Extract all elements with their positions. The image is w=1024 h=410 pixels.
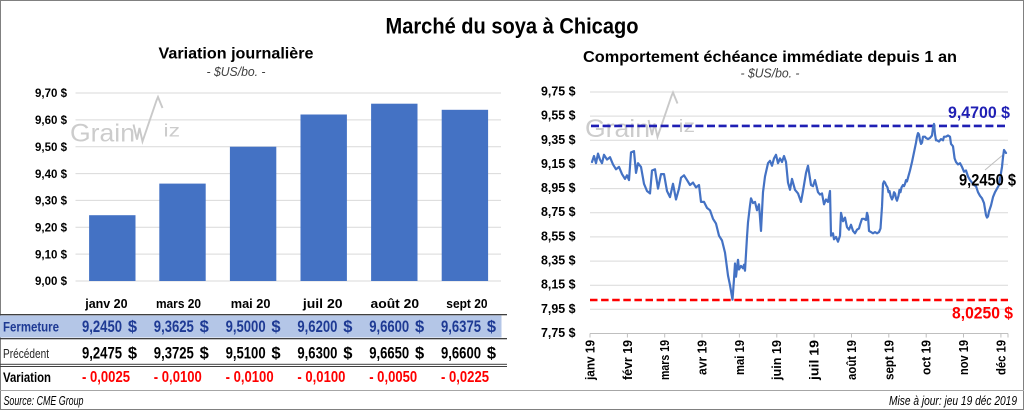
svg-text:janv 20: janv 20 [84, 297, 127, 311]
svg-text:9,35 $: 9,35 $ [541, 133, 576, 147]
svg-text:- 0,0050: - 0,0050 [369, 369, 417, 386]
svg-text:Source: CME Group: Source: CME Group [4, 394, 84, 408]
svg-text:Mise à jour: jeu 19 déc 2019: Mise à jour: jeu 19 déc 2019 [889, 394, 1017, 408]
svg-text:9,6375: 9,6375 [441, 318, 481, 336]
svg-text:7,95 $: 7,95 $ [541, 302, 576, 316]
svg-text:déc 19: déc 19 [994, 340, 1008, 375]
svg-text:9,00 $: 9,00 $ [35, 276, 68, 288]
svg-text:mai 19: mai 19 [733, 340, 747, 375]
svg-text:$: $ [343, 318, 352, 336]
svg-text:Comportement échéance immédiat: Comportement échéance immédiate depuis 1… [583, 49, 957, 66]
svg-text:- $US/bo. -: - $US/bo. - [207, 65, 266, 79]
svg-text:Marché du soya à Chicago: Marché du soya à Chicago [386, 14, 639, 39]
svg-text:9,4700 $: 9,4700 $ [948, 104, 1010, 122]
svg-text:$: $ [343, 345, 352, 363]
svg-text:- 0,0100: - 0,0100 [297, 369, 345, 386]
svg-text:9,6300: 9,6300 [297, 345, 337, 363]
svg-text:Variation journalière: Variation journalière [159, 46, 314, 63]
svg-text:Grain: Grain [585, 115, 650, 143]
svg-text:Grain: Grain [70, 120, 135, 148]
svg-text:iz: iz [164, 121, 181, 141]
svg-text:- 0,0025: - 0,0025 [82, 369, 130, 386]
svg-text:juil 19: juil 19 [808, 340, 822, 381]
svg-text:9,6600: 9,6600 [441, 345, 481, 363]
svg-text:$: $ [415, 318, 424, 336]
svg-text:9,5100: 9,5100 [226, 345, 266, 363]
svg-text:- 0,0100: - 0,0100 [226, 369, 274, 386]
svg-text:9,70 $: 9,70 $ [35, 88, 68, 100]
svg-text:9,6650: 9,6650 [369, 345, 409, 363]
svg-text:9,15 $: 9,15 $ [541, 157, 576, 171]
svg-text:8,15 $: 8,15 $ [541, 278, 576, 292]
svg-text:Variation: Variation [3, 369, 51, 385]
svg-text:9,60 $: 9,60 $ [35, 115, 68, 127]
svg-text:$: $ [200, 318, 209, 336]
svg-text:9,20 $: 9,20 $ [35, 223, 68, 235]
svg-text:- $US/bo. -: - $US/bo. - [741, 67, 800, 81]
svg-text:- 0,0100: - 0,0100 [154, 369, 202, 386]
svg-text:9,30 $: 9,30 $ [35, 196, 68, 208]
svg-text:9,3725: 9,3725 [154, 345, 194, 363]
svg-text:$: $ [200, 345, 209, 363]
svg-text:$: $ [487, 318, 496, 336]
svg-text:9,55 $: 9,55 $ [541, 109, 576, 123]
svg-text:9,10 $: 9,10 $ [35, 249, 68, 261]
svg-text:8,75 $: 8,75 $ [541, 205, 576, 219]
svg-text:sept 19: sept 19 [882, 340, 896, 380]
svg-text:$: $ [128, 318, 137, 336]
svg-text:août 20: août 20 [371, 297, 420, 311]
svg-text:8,95 $: 8,95 $ [541, 181, 576, 195]
svg-text:Précédent: Précédent [3, 347, 49, 361]
svg-text:9,75 $: 9,75 $ [541, 85, 576, 99]
svg-text:$: $ [487, 345, 496, 363]
svg-text:sept 20: sept 20 [446, 297, 487, 311]
svg-text:$: $ [271, 318, 280, 336]
svg-text:févr 19: févr 19 [621, 340, 635, 380]
svg-text:9,3625: 9,3625 [154, 318, 194, 336]
svg-text:9,6600: 9,6600 [369, 318, 409, 336]
svg-text:Fermeture: Fermeture [3, 320, 59, 335]
svg-text:juin 19: juin 19 [770, 340, 784, 381]
svg-text:oct 19: oct 19 [920, 340, 934, 375]
svg-text:9,40 $: 9,40 $ [35, 169, 68, 181]
svg-text:8,55 $: 8,55 $ [541, 229, 576, 243]
svg-text:$: $ [415, 345, 424, 363]
svg-text:8,0250 $: 8,0250 $ [952, 305, 1013, 323]
svg-text:nov 19: nov 19 [957, 340, 971, 375]
svg-text:août 19: août 19 [845, 340, 859, 380]
svg-text:8,35 $: 8,35 $ [541, 254, 576, 268]
svg-text:mai 20: mai 20 [231, 297, 271, 311]
svg-text:9,6200: 9,6200 [297, 318, 337, 336]
svg-text:juil 20: juil 20 [302, 297, 343, 311]
svg-text:9,50 $: 9,50 $ [35, 142, 68, 154]
svg-text:mars 19: mars 19 [658, 340, 672, 380]
svg-text:mars 20: mars 20 [156, 297, 201, 311]
svg-text:9,2450 $: 9,2450 $ [959, 172, 1016, 190]
svg-text:janv 19: janv 19 [584, 340, 598, 381]
svg-text:9,5000: 9,5000 [226, 318, 266, 336]
svg-text:$: $ [271, 345, 280, 363]
svg-text:9,2450: 9,2450 [82, 318, 122, 336]
svg-text:7,75 $: 7,75 $ [541, 326, 576, 340]
svg-text:9,2475: 9,2475 [82, 345, 122, 363]
svg-text:avr 19: avr 19 [696, 340, 710, 375]
svg-text:$: $ [128, 345, 137, 363]
svg-text:- 0,0225: - 0,0225 [441, 369, 489, 386]
